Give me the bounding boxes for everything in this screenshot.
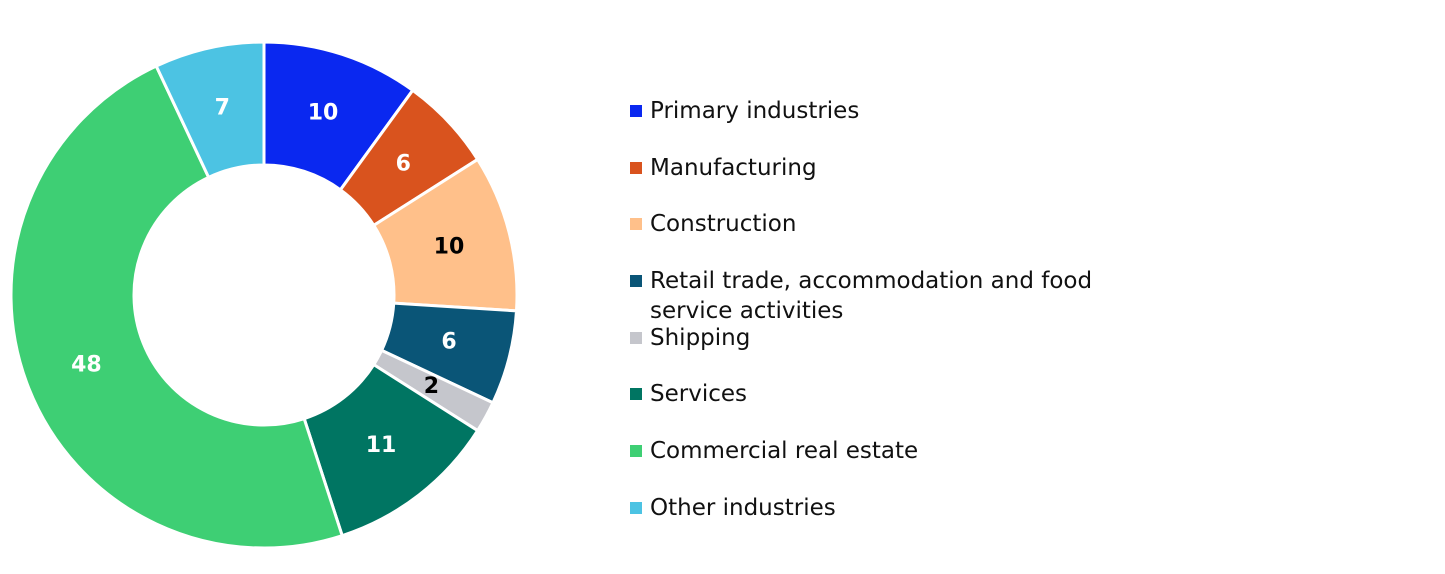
data-label: 7 (215, 96, 230, 121)
legend-label: Construction (650, 211, 797, 238)
legend-item: Commercial real estate (630, 436, 1130, 493)
legend-label: Shipping (650, 324, 751, 351)
data-label: 6 (396, 151, 411, 176)
legend-swatch (630, 161, 642, 174)
legend-item: Shipping (630, 323, 1130, 380)
data-label: 10 (308, 100, 339, 125)
data-label: 2 (424, 374, 439, 399)
legend-swatch (630, 445, 642, 458)
legend-swatch (630, 331, 642, 344)
legend-label: Retail trade, accommodation and food ser… (650, 268, 1093, 325)
legend-label: Commercial real estate (650, 438, 919, 465)
legend-item: Construction (630, 209, 1130, 266)
slice (9, 64, 345, 550)
legend: Primary industries Manufacturing Construct… (630, 96, 1130, 550)
legend-swatch (630, 105, 642, 117)
legend-swatch (630, 218, 642, 231)
legend-item: Other industries (630, 493, 1130, 550)
data-label: 11 (366, 433, 397, 458)
legend-item: Retail trade, accommodation and food ser… (630, 266, 1130, 325)
legend-item: Primary industries (630, 96, 1130, 153)
data-label: 6 (441, 329, 456, 354)
legend-label: Other industries (650, 494, 836, 521)
legend-swatch (630, 388, 642, 401)
legend-item: Services (630, 379, 1130, 436)
legend-label: Services (650, 381, 747, 408)
data-label: 10 (434, 235, 465, 260)
legend-swatch (630, 501, 642, 514)
legend-swatch (630, 275, 642, 288)
legend-label: Primary industries (650, 98, 860, 124)
legend-item: Manufacturing (630, 153, 1130, 210)
data-label: 48 (71, 352, 102, 377)
legend-label: Manufacturing (650, 154, 817, 181)
slice (154, 40, 266, 180)
